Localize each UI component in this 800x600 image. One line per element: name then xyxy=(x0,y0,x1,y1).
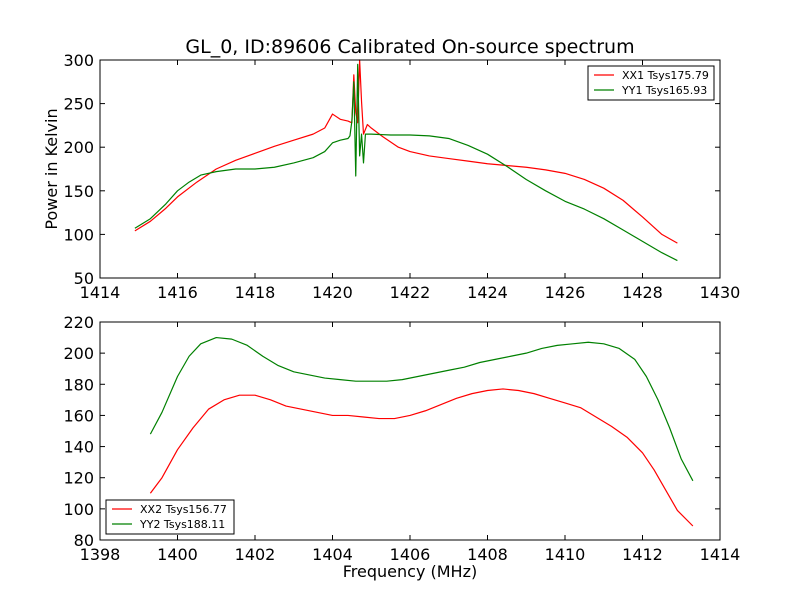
x-tick-label: 1412 xyxy=(622,545,663,564)
y-tick-label: 300 xyxy=(63,51,94,70)
x-tick-label: 1406 xyxy=(390,545,431,564)
y-tick-label: 140 xyxy=(63,438,94,457)
x-tick-label: 1416 xyxy=(157,283,198,302)
bottom-legend: XX2 Tsys156.77 YY2 Tsys188.11 xyxy=(105,499,235,535)
legend-label: YY2 Tsys188.11 xyxy=(139,518,225,531)
x-tick-label: 1404 xyxy=(312,545,353,564)
series-line-top-1 xyxy=(134,59,678,244)
bottom-plot-frame xyxy=(99,321,721,541)
x-tick-label: 1430 xyxy=(700,283,741,302)
series-line-bottom-2 xyxy=(149,336,694,482)
top-legend: XX1 Tsys175.79 YY1 Tsys165.93 xyxy=(587,65,715,101)
x-tick-label: 1422 xyxy=(390,283,431,302)
legend-box xyxy=(587,65,715,101)
x-axis-label: Frequency (MHz) xyxy=(343,562,477,581)
legend-box xyxy=(105,499,235,535)
y-tick-label: 100 xyxy=(63,500,94,519)
x-tick-label: 1402 xyxy=(235,545,276,564)
legend-label: XX1 Tsys175.79 xyxy=(622,69,709,82)
x-tick-label: 1408 xyxy=(467,545,508,564)
y-axis-label: Power in Kelvin xyxy=(42,108,61,229)
y-tick-label: 50 xyxy=(74,269,94,288)
bottom-spectrum-panel: Frequency (MHz) 1398 1400 1402 1404 1406 1408… xyxy=(63,313,740,581)
y-tick-label: 220 xyxy=(63,313,94,332)
top-spectrum-panel: GL_0, ID:89606 Calibrated On-source spec… xyxy=(42,36,740,302)
series-line-bottom-1 xyxy=(149,388,694,527)
x-tick-label: 1400 xyxy=(157,545,198,564)
y-tick-label: 100 xyxy=(63,225,94,244)
y-tick-label: 180 xyxy=(63,375,94,394)
x-tick-label: 1426 xyxy=(545,283,586,302)
x-tick-label: 1410 xyxy=(545,545,586,564)
legend-label: YY1 Tsys165.93 xyxy=(621,84,707,97)
y-tick-label: 120 xyxy=(63,469,94,488)
y-tick-label: 250 xyxy=(63,95,94,114)
legend-label: XX2 Tsys156.77 xyxy=(140,503,227,516)
top-series-layer xyxy=(134,59,678,262)
x-tick-label: 1428 xyxy=(622,283,663,302)
bottom-series-layer xyxy=(149,336,694,527)
x-tick-label: 1414 xyxy=(700,545,741,564)
x-tick-label: 1398 xyxy=(80,545,121,564)
y-tick-label: 80 xyxy=(74,531,94,550)
x-tick-label: 1418 xyxy=(235,283,276,302)
top-plot-frame xyxy=(99,59,721,279)
x-tick-label: 1414 xyxy=(80,283,121,302)
y-tick-label: 150 xyxy=(63,182,94,201)
y-tick-label: 200 xyxy=(63,138,94,157)
y-tick-label: 160 xyxy=(63,406,94,425)
chart-title: GL_0, ID:89606 Calibrated On-source spec… xyxy=(185,36,634,58)
y-tick-label: 200 xyxy=(63,344,94,363)
top-ticks-layer: 1414 1416 1418 1420 1422 1424 1426 1428 1430 50 10… xyxy=(63,51,740,302)
x-tick-label: 1420 xyxy=(312,283,353,302)
series-line-top-2 xyxy=(134,63,678,262)
x-tick-label: 1424 xyxy=(467,283,508,302)
